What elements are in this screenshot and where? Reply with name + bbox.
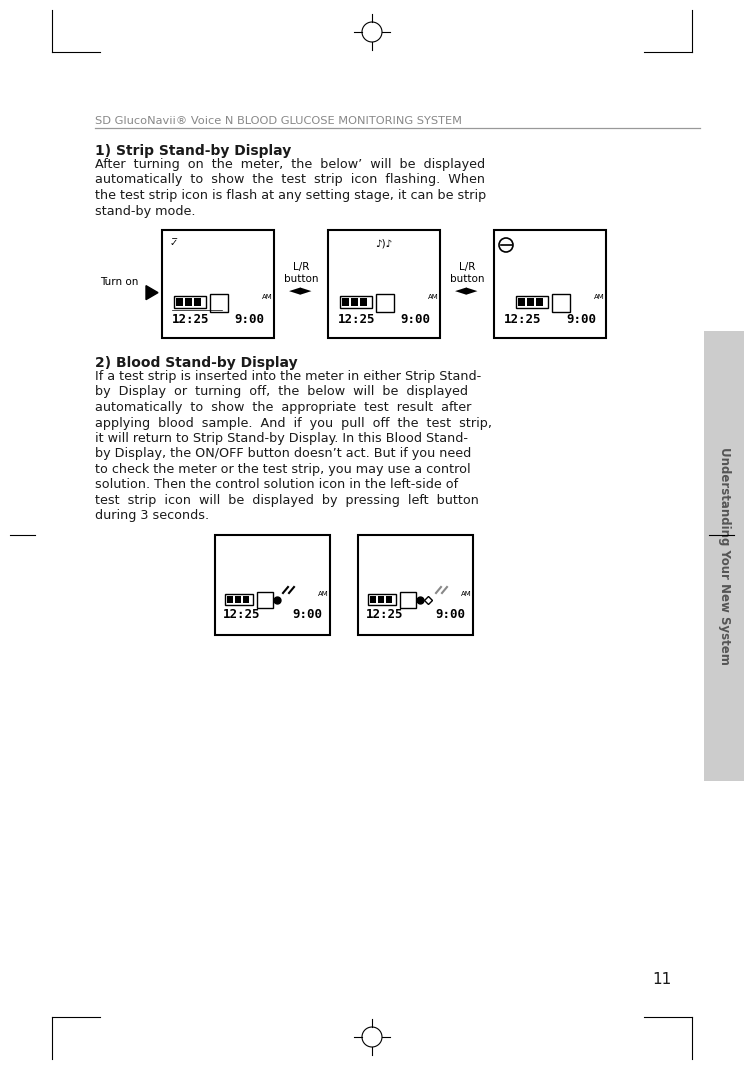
Text: Understanding Your New System: Understanding Your New System [717,447,731,665]
Bar [351,298,358,306]
Bar [400,592,416,608]
Text: 12:25: 12:25 [366,608,403,621]
Text: AM: AM [594,294,605,300]
Text: 11: 11 [652,972,672,987]
Text: 9:00: 9:00 [400,313,430,326]
Text: SD GlucoNavii® Voice N BLOOD GLUCOSE MONITORING SYSTEM: SD GlucoNavii® Voice N BLOOD GLUCOSE MON… [95,117,462,126]
Text: automatically  to  show  the  test  strip  icon  flashing.  When: automatically to show the test strip ico… [95,173,485,186]
Polygon shape [146,285,158,299]
Bar [328,230,440,338]
Bar [516,296,548,308]
Bar [227,597,233,603]
Text: 12:25: 12:25 [504,313,542,326]
Text: 12:25: 12:25 [338,313,376,326]
Text: 1) Strip Stand-by Display: 1) Strip Stand-by Display [95,144,291,158]
Text: applying  blood  sample.  And  if  you  pull  off  the  test  strip,: applying blood sample. And if you pull o… [95,417,492,430]
Bar [257,592,273,608]
Bar [527,298,534,306]
Text: AM: AM [318,591,329,597]
Text: If a test strip is inserted into the meter in either Strip Stand-: If a test strip is inserted into the met… [95,370,481,383]
Text: stand-by mode.: stand-by mode. [95,204,196,217]
Bar [368,594,396,605]
Text: automatically  to  show  the  appropriate  test  result  after: automatically to show the appropriate te… [95,401,472,414]
Bar [378,597,384,603]
Bar [176,298,183,306]
Bar [518,298,525,306]
Text: 12:25: 12:25 [223,608,260,621]
Text: 2) Blood Stand-by Display: 2) Blood Stand-by Display [95,356,298,370]
Bar [174,296,206,308]
Bar [704,331,744,781]
Bar [235,597,241,603]
Bar [340,296,372,308]
Bar [225,594,253,605]
Text: solution. Then the control solution icon in the left-side of: solution. Then the control solution icon… [95,479,458,492]
Bar [358,534,473,635]
Bar [342,298,349,306]
Bar [386,597,392,603]
Bar [360,298,367,306]
Text: 12:25: 12:25 [172,313,210,326]
Text: 9:00: 9:00 [292,608,322,621]
Bar [215,534,330,635]
Text: AM: AM [262,294,273,300]
Text: After  turning  on  the  meter,  the  below’  will  be  displayed: After turning on the meter, the below’ w… [95,158,485,171]
Text: ◄►: ◄► [289,283,312,298]
Text: to check the meter or the test strip, you may use a control: to check the meter or the test strip, yo… [95,463,471,476]
Bar [185,298,192,306]
Text: AM: AM [428,294,439,300]
Text: button: button [450,274,484,284]
Text: ✓̅: ✓̅ [170,238,178,248]
Text: Turn on: Turn on [100,277,138,286]
Bar [494,230,606,338]
Text: ◄►: ◄► [455,283,478,298]
Text: AM: AM [461,591,472,597]
Text: 9:00: 9:00 [435,608,465,621]
Bar [536,298,543,306]
Text: by Display, the ON/OFF button doesn’t act. But if you need: by Display, the ON/OFF button doesn’t ac… [95,448,471,461]
Bar [376,294,394,312]
Text: L/R: L/R [293,262,310,272]
Bar [162,230,274,338]
Bar [243,597,249,603]
Text: 9:00: 9:00 [566,313,596,326]
Bar [194,298,201,306]
Text: the test strip icon is flash at any setting stage, it can be strip: the test strip icon is flash at any sett… [95,189,487,202]
Text: by  Display  or  turning  off,  the  below  will  be  displayed: by Display or turning off, the below wil… [95,386,468,399]
Text: 9:00: 9:00 [234,313,264,326]
Text: button: button [283,274,318,284]
Text: L/R: L/R [459,262,475,272]
Text: during 3 seconds.: during 3 seconds. [95,510,209,523]
Text: test  strip  icon  will  be  displayed  by  pressing  left  button: test strip icon will be displayed by pre… [95,494,479,507]
Bar [552,294,570,312]
Bar [210,294,228,312]
Text: it will return to Strip Stand-by Display. In this Blood Stand-: it will return to Strip Stand-by Display… [95,432,468,445]
Text: ♪)♪: ♪)♪ [376,238,393,248]
Bar [370,597,376,603]
